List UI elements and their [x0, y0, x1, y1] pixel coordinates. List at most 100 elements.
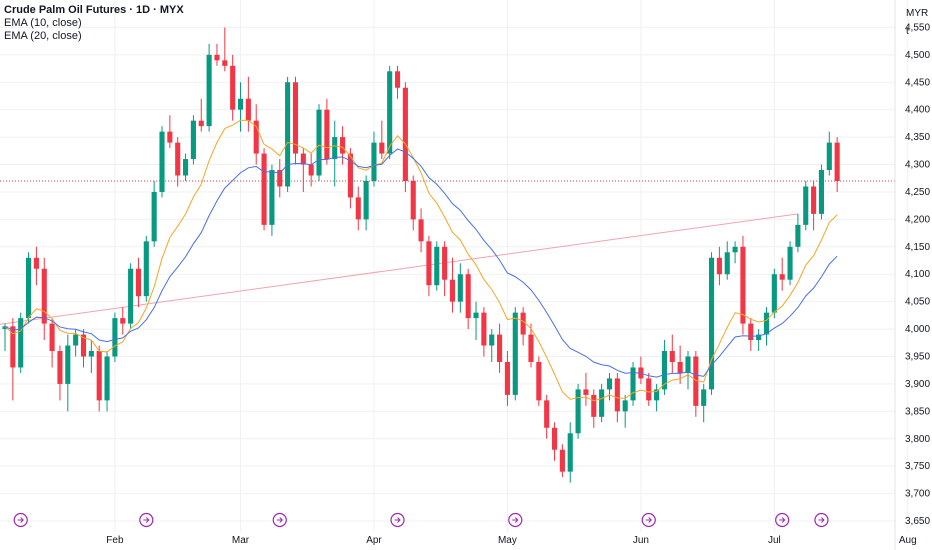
candle — [748, 318, 754, 352]
candle — [583, 372, 589, 406]
time-tick-label: Feb — [106, 535, 124, 546]
candle — [33, 246, 39, 286]
candle — [818, 164, 824, 220]
event-marker-icon[interactable] — [814, 512, 829, 528]
price-tick-label: 4,400 — [905, 105, 930, 116]
candle — [708, 252, 715, 395]
trendline-line — [0, 213, 798, 325]
candle — [654, 383, 660, 412]
candle — [308, 153, 314, 187]
time-axis[interactable]: Feb Mar Apr May Jun Jul Aug — [106, 535, 916, 546]
price-tick-label: 3,850 — [905, 406, 930, 417]
unit-label: t — [906, 26, 909, 37]
candle — [559, 444, 565, 478]
event-marker-icon[interactable] — [508, 512, 523, 528]
candle — [143, 235, 149, 302]
candle — [128, 263, 134, 330]
candle — [394, 65, 401, 99]
candle — [175, 137, 181, 187]
candle — [120, 307, 126, 335]
candle — [520, 307, 526, 346]
candle — [340, 126, 346, 165]
candle — [771, 268, 777, 319]
currency-label[interactable]: MYR — [906, 8, 929, 19]
event-marker-icon[interactable] — [641, 512, 656, 528]
candle — [442, 241, 448, 297]
chart-legend: Crude Palm Oil Futures · 1D · MYX EMA (1… — [4, 4, 184, 43]
candle — [41, 257, 47, 341]
candle — [779, 257, 785, 291]
candle — [724, 241, 730, 280]
candle — [677, 345, 683, 384]
candle — [497, 323, 503, 373]
candle — [167, 115, 173, 149]
price-tick-label: 4,100 — [905, 269, 930, 280]
price-tick-label: 4,050 — [905, 297, 930, 308]
candle — [449, 257, 456, 313]
candle — [763, 307, 770, 346]
candle — [630, 361, 636, 406]
candle — [481, 307, 487, 357]
candle — [504, 351, 510, 406]
candle — [638, 356, 644, 384]
candle — [701, 383, 707, 423]
candle — [693, 351, 699, 417]
candle — [292, 76, 299, 165]
ema10-legend[interactable]: EMA (10, close) — [4, 17, 82, 29]
event-markers[interactable] — [13, 512, 829, 528]
candle — [324, 98, 330, 165]
event-marker-icon[interactable] — [775, 512, 790, 528]
candle — [410, 175, 416, 231]
candle — [18, 312, 24, 373]
candle — [661, 340, 667, 395]
candle — [536, 356, 542, 406]
time-tick-label: Jul — [768, 535, 781, 546]
trendline — [0, 180, 895, 325]
price-tick-label: 3,650 — [905, 516, 930, 527]
candle — [387, 65, 393, 160]
event-marker-icon[interactable] — [13, 512, 28, 528]
candle — [512, 307, 518, 401]
candle — [787, 241, 793, 286]
candle — [159, 126, 165, 198]
candle — [80, 329, 87, 368]
price-tick-label: 4,150 — [905, 242, 930, 253]
price-axis[interactable]: 3,650 3,700 3,750 3,800 3,850 3,900 3,950 4,000… — [894, 0, 930, 550]
candle — [740, 235, 746, 335]
candle — [355, 186, 361, 231]
price-tick-label: 4,250 — [905, 187, 930, 198]
candle — [285, 76, 291, 192]
candle — [135, 257, 142, 308]
candle — [253, 104, 259, 165]
candle — [112, 312, 118, 362]
candle — [567, 422, 573, 483]
ema10-line — [4, 119, 838, 402]
candle — [261, 148, 267, 231]
candle — [434, 241, 440, 291]
candle — [57, 345, 63, 401]
event-marker-icon[interactable] — [139, 512, 154, 528]
candle — [2, 323, 8, 352]
candle — [65, 334, 71, 412]
candle — [732, 241, 738, 264]
time-tick-label: Mar — [232, 535, 250, 546]
event-marker-icon[interactable] — [390, 512, 405, 528]
time-tick-label: Apr — [366, 535, 382, 546]
candle — [277, 159, 283, 198]
event-marker-icon[interactable] — [272, 512, 287, 528]
candle — [379, 120, 385, 160]
price-tick-label: 4,200 — [905, 214, 930, 225]
candle — [88, 340, 94, 373]
candle — [795, 213, 801, 253]
candle — [575, 383, 581, 439]
price-tick-label: 3,800 — [905, 434, 930, 445]
candle — [198, 98, 204, 132]
candle — [300, 148, 306, 192]
candle — [669, 334, 675, 373]
candle — [26, 252, 32, 324]
ema20-legend[interactable]: EMA (20, close) — [4, 30, 82, 42]
candle — [544, 394, 550, 439]
symbol-title[interactable]: Crude Palm Oil Futures · 1D · MYX — [4, 4, 184, 16]
price-tick-label: 4,450 — [905, 77, 930, 88]
